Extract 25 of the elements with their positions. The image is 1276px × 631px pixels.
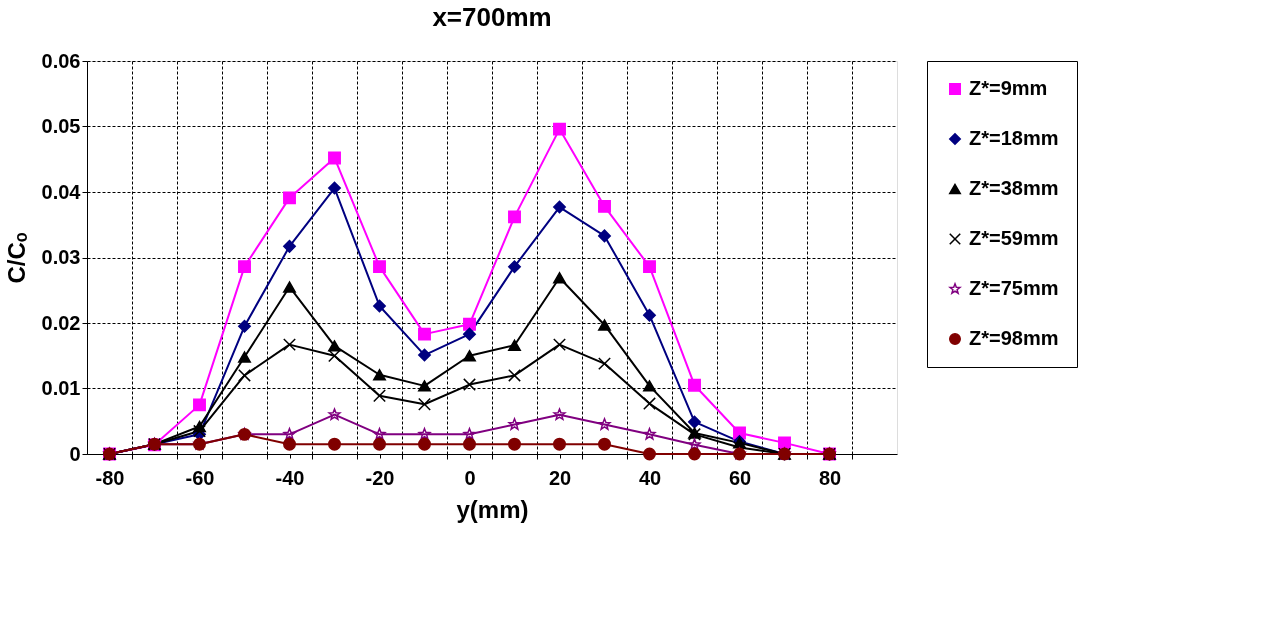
chart-title: x=700mm xyxy=(432,2,552,32)
legend-label: Z*=98mm xyxy=(969,327,1059,349)
x-tick-label: -80 xyxy=(95,466,125,489)
x-tick-label: -40 xyxy=(275,466,305,489)
x-tick-label: -60 xyxy=(185,466,215,489)
legend-label: Z*=18mm xyxy=(969,127,1059,149)
x-tick-label: 60 xyxy=(728,466,752,489)
y-tick-label: 0.04 xyxy=(41,180,82,203)
y-tick-label: 0 xyxy=(69,442,81,465)
y-tick-label: 0.03 xyxy=(41,246,81,268)
legend-label: Z*=75mm xyxy=(969,277,1059,299)
legend-label: Z*=9mm xyxy=(969,77,1048,99)
y-tick-label: 0.01 xyxy=(41,377,81,399)
y-tick-label: 0.06 xyxy=(41,49,81,72)
x-axis-title: y(mm) xyxy=(456,495,529,523)
legend-label: Z*=59mm xyxy=(969,227,1059,249)
x-tick-label: -20 xyxy=(365,466,395,489)
x-tick-label: 80 xyxy=(818,466,842,489)
legend-label: Z*=38mm xyxy=(969,177,1059,199)
y-tick-label: 0.05 xyxy=(41,115,81,137)
x-tick-label: 20 xyxy=(548,466,572,489)
y-axis-title: C/Cₒ xyxy=(2,232,30,284)
y-tick-label: 0.02 xyxy=(41,311,81,334)
x-tick-label: 0 xyxy=(464,466,476,489)
x-tick-label: 40 xyxy=(638,466,662,489)
